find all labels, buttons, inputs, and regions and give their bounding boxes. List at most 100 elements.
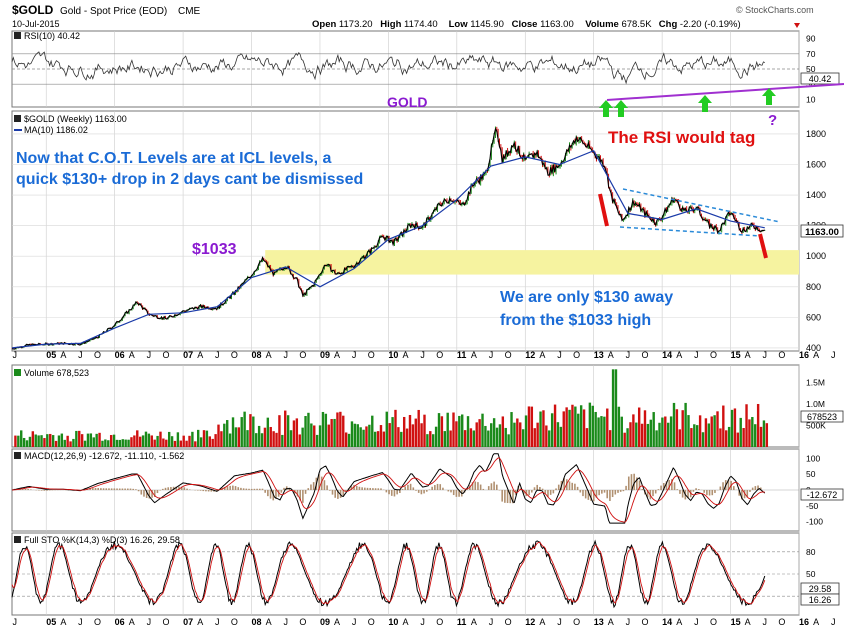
volume-bar bbox=[165, 439, 168, 447]
copyright: © StockCharts.com bbox=[736, 5, 814, 15]
volume-bar bbox=[655, 430, 658, 447]
volume-bar bbox=[22, 437, 26, 447]
sto-legend: Full STO %K(14,3) %D(3) 16.26, 29.58 bbox=[14, 535, 180, 545]
price-value-tag bbox=[800, 224, 844, 238]
volume-bar bbox=[765, 423, 769, 447]
year-label: 10 bbox=[388, 350, 398, 360]
volume-bar bbox=[350, 421, 354, 447]
macd-histogram-bar bbox=[226, 486, 229, 490]
macd-histogram-bar bbox=[234, 486, 237, 490]
volume-bar bbox=[371, 415, 374, 447]
macd-histogram-bar bbox=[186, 488, 188, 490]
volume-bar bbox=[278, 415, 281, 447]
macd-histogram-bar bbox=[711, 490, 714, 496]
volume-bar bbox=[376, 431, 380, 447]
volume-bar bbox=[536, 422, 539, 447]
macd-histogram-bar bbox=[188, 489, 191, 490]
macd-histogram-bar bbox=[113, 488, 116, 490]
macd-histogram-bar bbox=[353, 484, 355, 490]
month-label: J bbox=[420, 350, 425, 360]
month-label: J bbox=[694, 350, 699, 360]
volume-bar bbox=[57, 435, 61, 447]
volume-bar bbox=[713, 415, 716, 447]
macd-histogram-bar bbox=[431, 486, 433, 490]
macd-histogram-bar bbox=[299, 490, 301, 501]
volume-bar bbox=[423, 414, 426, 447]
volume-bar bbox=[492, 418, 496, 447]
volume-bar bbox=[716, 411, 719, 447]
macd-histogram-bar bbox=[611, 490, 614, 498]
macd-histogram-bar bbox=[455, 490, 458, 497]
volume-bar bbox=[156, 435, 159, 447]
volume-bar bbox=[597, 417, 600, 447]
volume-bar bbox=[185, 440, 188, 447]
rsi-tick-label: 10 bbox=[806, 94, 816, 104]
price-tick-label: 1600 bbox=[806, 160, 826, 170]
macd-histogram-bar bbox=[757, 485, 759, 490]
volume-bar bbox=[362, 429, 365, 447]
volume-bar bbox=[292, 420, 296, 447]
month-label: J bbox=[831, 617, 836, 627]
month-label: O bbox=[573, 617, 580, 627]
macd-histogram-bar bbox=[466, 489, 468, 490]
macd-histogram-bar bbox=[307, 488, 310, 490]
month-label: J bbox=[352, 617, 357, 627]
dropdown-icon[interactable] bbox=[794, 23, 800, 28]
volume-bar bbox=[272, 431, 275, 447]
macd-histogram-bar bbox=[372, 488, 374, 490]
volume-bar bbox=[548, 430, 551, 447]
macd-histogram-bar bbox=[124, 488, 126, 490]
macd-histogram-bar bbox=[366, 487, 369, 490]
volume-bar bbox=[539, 411, 542, 447]
macd-histogram-bar bbox=[633, 473, 635, 490]
month-label: J bbox=[215, 617, 220, 627]
macd-histogram-bar bbox=[706, 490, 708, 496]
gold-annotation: GOLD bbox=[387, 94, 427, 110]
macd-histogram-bar bbox=[509, 490, 512, 504]
month-label: A bbox=[60, 350, 66, 360]
volume-bar bbox=[69, 441, 72, 447]
macd-histogram-bar bbox=[145, 490, 148, 498]
series-layer bbox=[11, 51, 769, 609]
macd-histogram-bar bbox=[636, 477, 638, 490]
macd-histogram-bar bbox=[477, 482, 479, 490]
year-label: 10 bbox=[388, 617, 398, 627]
macd-histogram-bar bbox=[520, 487, 522, 490]
macd-histogram-bar bbox=[417, 490, 420, 493]
ohlc-item: Open 1173.20 bbox=[312, 19, 373, 30]
legend-swatch bbox=[14, 115, 21, 122]
macd-histogram-bar bbox=[355, 486, 358, 490]
volume-bar bbox=[452, 412, 455, 447]
macd-histogram-bar bbox=[170, 486, 172, 490]
macd-histogram-bar bbox=[256, 488, 258, 490]
month-label: O bbox=[642, 350, 649, 360]
volume-bar bbox=[461, 414, 464, 447]
macd-histogram-bar bbox=[326, 485, 328, 490]
volume-bar bbox=[739, 417, 742, 447]
month-label: O bbox=[505, 350, 512, 360]
macd-histogram-bar bbox=[506, 490, 509, 504]
sto-d-line bbox=[11, 541, 766, 605]
volume-bar bbox=[495, 427, 499, 447]
macd-histogram-bar bbox=[162, 488, 164, 490]
macd-histogram-bar bbox=[258, 488, 261, 490]
macd-histogram-bar bbox=[399, 490, 401, 493]
macd-tick-label: 50 bbox=[806, 469, 816, 479]
volume-bar bbox=[167, 431, 171, 447]
volume-bar bbox=[617, 406, 621, 447]
volume-bar bbox=[252, 416, 255, 447]
volume-bar bbox=[321, 411, 325, 447]
volume-bar bbox=[243, 411, 246, 447]
macd-histogram-bar bbox=[447, 490, 450, 492]
volume-bar bbox=[301, 427, 304, 447]
month-label: A bbox=[402, 617, 408, 627]
macd-histogram-bar bbox=[638, 480, 641, 490]
ohlc-item: Close 1163.00 bbox=[512, 19, 574, 30]
volume-tick-label: 1.5M bbox=[806, 377, 825, 387]
price-legend-label: $GOLD (Weekly) 1163.00 bbox=[24, 114, 127, 124]
month-label: A bbox=[539, 350, 545, 360]
volume-bar bbox=[327, 424, 330, 447]
price-x-axis: J 05 06 07 08 09 10 11 12 13 14 15 16A J O A J O A J O A J O A J O… bbox=[12, 350, 835, 360]
macd-histogram-bar bbox=[183, 487, 186, 490]
volume-bar bbox=[31, 431, 35, 447]
